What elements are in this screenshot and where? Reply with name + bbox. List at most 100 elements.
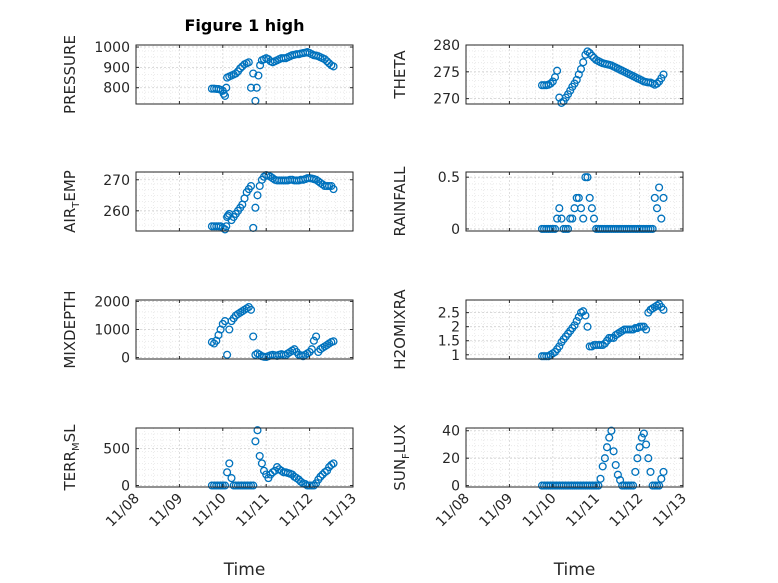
series-markers [207,302,338,362]
data-point [222,83,231,92]
y-axis-label: RAINFALL [391,166,409,237]
data-point [225,459,234,468]
data-point [309,336,318,345]
data-point [579,214,588,223]
subplot-sun-flux: 0 20 40 SUNFLUX 11/08 11/09 11/10 11/11 11/12 11/… [391,424,690,580]
data-point [236,64,245,73]
axes-box [465,299,684,360]
data-point [253,191,262,200]
y-tick-label: 2.5 [438,306,460,322]
x-tick-label: 11/11 [563,491,603,531]
data-point [642,325,651,334]
data-point [579,307,588,316]
y-tick-label: 900 [103,60,130,76]
x-tick-label: 11/08 [433,491,473,531]
subplot-terr-msl: 0 500 TERRMSL 11/08 11/09 11/10 11/11 11/12 11/1… [61,424,360,580]
data-point [550,224,560,233]
y-axis-label: THETA [391,50,409,100]
data-point [320,55,329,64]
data-point [655,183,664,192]
data-point [244,58,253,67]
data-point [568,214,577,223]
data-point [598,462,607,471]
data-point [268,468,277,477]
data-point [242,304,251,313]
data-point [659,467,668,476]
subplot-air-temp: 260 270 AIRTEMP [61,170,354,234]
data-point [585,193,594,202]
data-point [256,61,265,70]
y-tick-label: 1000 [94,323,130,339]
y-tick-label: 0.5 [438,170,460,186]
data-point [587,51,596,60]
data-point [589,214,599,223]
subplot-pressure: 800 900 1000 PRESSURE [61,35,354,114]
data-point [650,193,659,202]
data-point [322,57,332,66]
data-point [607,426,616,435]
data-point [557,98,566,107]
y-tick-label: 270 [433,92,460,108]
data-point [646,467,655,476]
series-markers [537,300,668,361]
data-point [600,454,609,463]
data-point [316,472,325,481]
data-point [329,337,338,346]
y-tick-label: 2000 [94,294,130,310]
data-point [602,443,612,452]
data-point [576,204,586,213]
subplot-h2omixra: 11.522.5 H2OMIXRA [391,289,684,370]
data-point [329,62,338,71]
axes-box [135,44,354,105]
data-point [579,58,588,67]
y-axis-label: TERRMSL [61,424,82,492]
data-point [642,440,651,449]
data-point [596,474,605,483]
data-point [251,437,260,446]
axes-box [465,171,684,232]
data-point [257,459,266,468]
data-point [548,77,557,86]
data-point [225,325,234,334]
data-point [254,71,263,80]
data-point [598,340,607,350]
data-point [227,474,236,483]
data-point [309,481,318,490]
data-point [583,47,592,56]
data-point [648,224,657,233]
data-point [659,305,668,314]
data-point [252,83,261,92]
y-tick-label: 0 [121,351,130,367]
series-markers [537,173,668,233]
x-tick-label: 11/11 [233,491,273,531]
data-point [327,460,336,469]
data-point [255,451,264,461]
data-point [307,345,316,354]
x-tick-label: 11/12 [277,491,317,531]
y-tick-label: 0 [121,479,130,495]
data-point [546,79,555,88]
data-point [223,468,232,477]
data-point [557,214,566,223]
data-point [639,429,648,438]
y-axis-label: SUNFLUX [391,424,412,490]
data-point [652,204,662,213]
y-axis-label: PRESSURE [61,35,79,114]
data-point [220,91,230,100]
y-tick-label: 260 [103,204,130,220]
y-tick-label: 270 [103,173,130,189]
data-point [555,204,564,213]
x-tick-label: 11/08 [103,491,143,531]
x-tick-label: 11/12 [607,491,647,531]
data-point [659,70,668,79]
y-tick-label: 20 [442,451,460,467]
data-point [605,433,614,442]
series-markers [207,426,338,490]
data-point [629,481,638,490]
data-point [246,305,256,314]
x-tick-label: 11/13 [320,491,360,531]
data-point [570,321,579,330]
data-point [657,214,666,223]
data-point [329,459,338,468]
data-point [220,481,230,490]
